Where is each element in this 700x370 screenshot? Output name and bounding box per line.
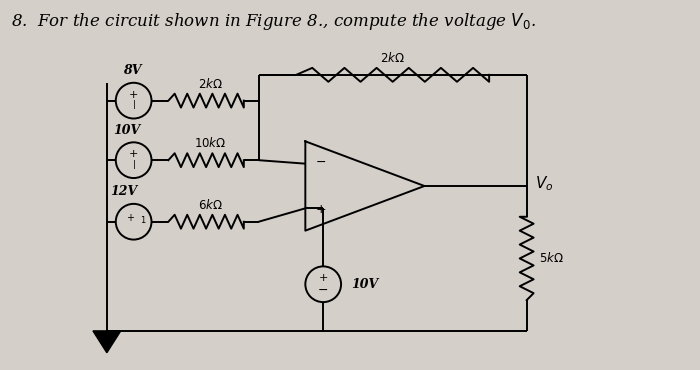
Text: 12V: 12V xyxy=(110,185,137,198)
Text: $2k\Omega$: $2k\Omega$ xyxy=(197,77,223,91)
Text: 8V: 8V xyxy=(123,64,142,77)
Text: $6k\Omega$: $6k\Omega$ xyxy=(197,198,223,212)
Text: |: | xyxy=(133,160,136,169)
Text: +: + xyxy=(318,273,328,283)
Text: |: | xyxy=(133,100,136,109)
Text: 10V: 10V xyxy=(113,124,140,137)
Text: $V_o$: $V_o$ xyxy=(535,175,553,194)
Text: −: − xyxy=(318,284,328,297)
Text: $5k\Omega$: $5k\Omega$ xyxy=(538,252,564,265)
Text: $2k\Omega$: $2k\Omega$ xyxy=(380,51,405,65)
Text: +: + xyxy=(129,90,139,100)
Text: $+$: $+$ xyxy=(315,203,326,216)
Text: $10k\Omega$: $10k\Omega$ xyxy=(194,136,226,150)
Text: +: + xyxy=(129,149,139,159)
Polygon shape xyxy=(93,331,120,353)
Text: 8.  For the circuit shown in Figure 8., compute the voltage $V_0$.: 8. For the circuit shown in Figure 8., c… xyxy=(10,11,536,32)
Text: 10V: 10V xyxy=(351,278,378,291)
Text: +: + xyxy=(126,213,134,223)
Text: 1: 1 xyxy=(141,216,146,225)
Text: $-$: $-$ xyxy=(315,155,326,168)
